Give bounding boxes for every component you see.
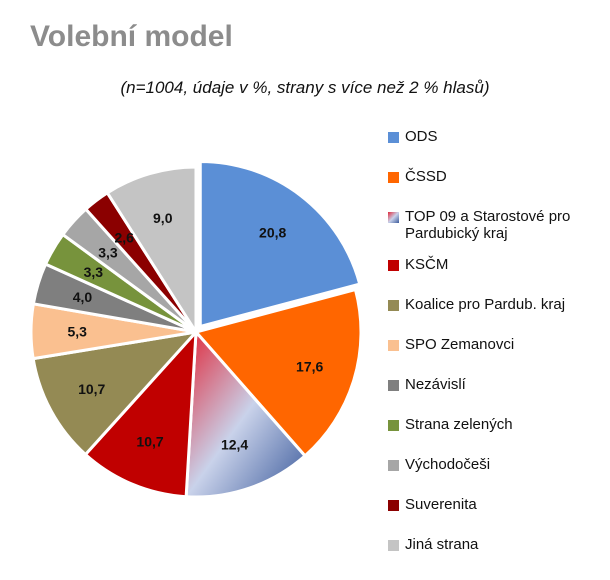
data-label-1: 20,8	[259, 224, 286, 240]
legend-swatch	[388, 212, 399, 223]
legend-item-7: Nezávislí	[388, 376, 605, 393]
data-label-6: 5,3	[67, 323, 87, 339]
chart-title: Volební model	[30, 20, 233, 53]
legend-label: Suverenita	[405, 496, 477, 513]
legend-swatch	[388, 460, 399, 471]
pie-slice-4	[83, 327, 198, 499]
legend-label: Nezávislí	[405, 376, 466, 393]
legend-label: Jiná strana	[405, 536, 479, 553]
legend-label: Koalice pro Pardub. kraj	[405, 296, 566, 313]
legend-swatch	[388, 340, 399, 351]
legend-item-4: KSČM	[388, 256, 605, 273]
legend-swatch	[388, 172, 399, 183]
legend-label: ČSSD	[405, 168, 447, 185]
legend-item-1: ODS	[388, 128, 605, 145]
pie-slice-3	[184, 328, 308, 499]
pie-slice-2	[193, 287, 363, 458]
legend-item-9: Východočeši	[388, 456, 605, 473]
data-label-4: 10,7	[136, 434, 163, 450]
legend-item-5: Koalice pro Pardub. kraj	[388, 296, 605, 313]
pie-slice-5	[31, 329, 200, 457]
legend-swatch	[388, 380, 399, 391]
legend-label: ODS	[405, 128, 438, 145]
legend-item-2: ČSSD	[388, 168, 605, 185]
legend-swatch	[388, 300, 399, 311]
pie-slice-1	[198, 159, 362, 329]
legend-swatch	[388, 132, 399, 143]
data-label-9: 3,3	[98, 244, 118, 260]
legend-swatch	[388, 540, 399, 551]
data-label-10: 2,6	[114, 229, 134, 245]
data-label-7: 4,0	[73, 289, 93, 305]
legend-label: SPO Zemanovci	[405, 336, 515, 353]
legend-label: TOP 09 a Starostové pro Pardubický kraj	[405, 208, 571, 242]
legend-item-8: Strana zelených	[388, 416, 605, 433]
legend-label: Východočeši	[405, 456, 491, 473]
data-label-5: 10,7	[78, 381, 105, 397]
data-label-8: 3,3	[84, 264, 104, 280]
legend-swatch	[388, 420, 399, 431]
chart-subtitle: (n=1004, údaje v %, strany s více než 2 …	[120, 78, 490, 97]
data-label-2: 17,6	[296, 358, 323, 374]
legend-swatch	[388, 500, 399, 511]
legend-swatch	[388, 260, 399, 271]
pie-slice-11	[105, 165, 198, 338]
data-label-11: 9,0	[153, 210, 173, 226]
legend-item-10: Suverenita	[388, 496, 605, 513]
legend-label: Strana zelených	[405, 416, 513, 433]
legend-label: KSČM	[405, 256, 449, 273]
legend-item-11: Jiná strana	[388, 536, 605, 553]
data-label-3: 12,4	[221, 436, 248, 452]
legend-item-6: SPO Zemanovci	[388, 336, 605, 353]
legend-item-3: TOP 09 a Starostové pro Pardubický kraj	[388, 208, 605, 242]
